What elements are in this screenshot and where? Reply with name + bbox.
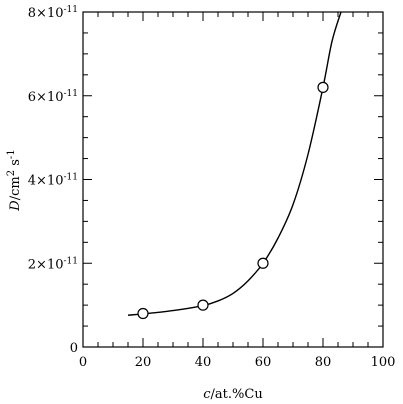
y-tick-label: 2×10-11 — [28, 256, 78, 272]
y-tick-label: 0 — [70, 341, 78, 356]
x-tick-label: 100 — [371, 355, 396, 370]
x-tick-labels: 0 20 40 60 80 100 — [79, 355, 396, 370]
data-point — [137, 307, 149, 320]
x-tick-label: 60 — [255, 355, 272, 370]
x-tick-label: 20 — [135, 355, 152, 370]
y-tick-label: 6×10-11 — [28, 89, 78, 105]
x-tick-label: 0 — [79, 355, 87, 370]
x-axis-title: c/at.%Cu — [203, 387, 262, 402]
data-points — [137, 81, 329, 320]
fit-curve — [127, 11, 342, 316]
y-tick-labels: 0 2×10-11 4×10-11 6×10-11 8×10-11 — [28, 5, 78, 356]
data-point — [317, 81, 329, 93]
ticks — [82, 11, 384, 348]
y-tick-label: 8×10-11 — [28, 5, 78, 21]
plot-frame — [82, 11, 384, 348]
data-point — [257, 257, 269, 269]
data-point — [197, 299, 209, 311]
x-tick-label: 40 — [195, 355, 212, 370]
y-tick-label: 4×10-11 — [28, 173, 78, 189]
x-tick-label: 80 — [315, 355, 332, 370]
y-axis-title: D/cm2 s-1 — [6, 149, 24, 211]
